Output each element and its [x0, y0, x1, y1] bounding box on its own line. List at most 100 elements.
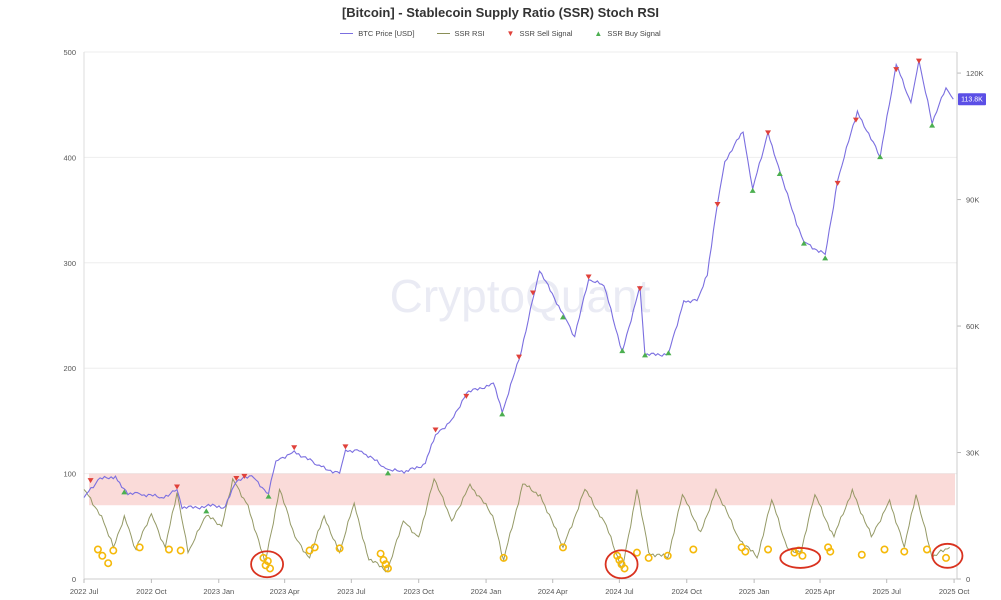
buy-signal-marker — [121, 489, 128, 495]
y-left-tick-label: 500 — [63, 48, 76, 57]
highlight-ellipses — [250, 542, 964, 580]
btc-price-line — [83, 60, 954, 510]
y-right-tick-label: 90K — [966, 196, 979, 205]
legend-item-ssr-rsi[interactable]: SSR RSI — [436, 29, 485, 38]
buy-signal-marker — [929, 122, 936, 128]
sell-signal-marker — [342, 444, 349, 450]
buy-zone-circle — [381, 560, 390, 569]
buy-zone-circle — [857, 550, 866, 559]
watermark: CryptoQuant — [390, 270, 651, 322]
sell-signal-marker — [529, 290, 536, 296]
x-tick-label: 2024 Jul — [605, 587, 634, 596]
buy-signal-marker — [384, 470, 391, 476]
triangle-down-icon: ▼ — [506, 28, 515, 38]
buy-zone-circle — [922, 545, 931, 554]
buy-signal-marker — [800, 240, 807, 246]
sell-signal-marker — [893, 67, 900, 73]
current-price-badge-bg — [958, 93, 986, 106]
buy-zone-circle — [164, 545, 173, 554]
highlight-ellipse — [604, 549, 639, 580]
buy-zone-circle — [632, 548, 641, 557]
buy-zone-circle — [135, 543, 144, 552]
x-tick-label: 2025 Oct — [939, 587, 970, 596]
y-right-tick-label: 30K — [966, 449, 979, 458]
highlight-ellipse — [250, 550, 284, 579]
buy-zone-circle — [499, 553, 508, 562]
sell-signal-marker — [714, 201, 721, 207]
sell-signal-marker — [852, 117, 859, 123]
buy-zone-circle — [266, 564, 275, 573]
buy-zone-circle — [942, 553, 951, 562]
buy-zone-circle — [310, 543, 319, 552]
legend-label-ssr-rsi: SSR RSI — [454, 29, 485, 38]
y-left-tick-label: 200 — [63, 364, 76, 373]
sell-signal-marker — [636, 286, 643, 292]
buy-signal-marker — [749, 187, 756, 193]
buy-zone-circle — [558, 543, 567, 552]
x-tick-label: 2025 Jul — [873, 587, 902, 596]
sell-signal-marker — [834, 180, 841, 186]
buy-zone-circle — [379, 556, 388, 565]
legend-label-sell-signal: SSR Sell Signal — [519, 29, 573, 38]
sell-signal-marker — [432, 427, 439, 433]
legend-item-btc-price[interactable]: BTC Price [USD] — [340, 29, 415, 38]
triangle-up-icon: ▲ — [594, 28, 603, 38]
buy-zone-circle — [383, 564, 392, 573]
buy-zone-circle — [824, 543, 833, 552]
x-tick-label: 2022 Oct — [136, 587, 167, 596]
overbought-band — [89, 473, 955, 506]
buy-zone-circle — [109, 546, 118, 555]
buy-zone-circle — [376, 549, 385, 558]
x-tick-label: 2025 Jan — [739, 587, 770, 596]
buy-zone-circle — [620, 564, 629, 573]
buy-zone-circle — [764, 545, 773, 554]
buy-zone-circle — [98, 551, 107, 560]
buy-zone-circle — [104, 559, 113, 568]
current-price-badge: 113.8K — [958, 93, 986, 106]
x-tick-label: 2024 Jan — [471, 587, 502, 596]
buy-zone-circle — [644, 553, 653, 562]
overbought-band-rect — [89, 473, 955, 506]
buy-zone-circle — [826, 547, 835, 556]
x-tick-label: 2024 Oct — [672, 587, 703, 596]
x-tick-label: 2022 Jul — [70, 587, 99, 596]
ssr-rsi-line — [83, 477, 950, 573]
buy-zone-circle — [335, 544, 344, 553]
x-tick-label: 2025 Apr — [805, 587, 836, 596]
sell-signal-marker — [241, 473, 248, 479]
y-right-tick-label: 0 — [966, 575, 970, 584]
legend-swatch-btc-price — [340, 32, 354, 35]
x-tick-label: 2023 Apr — [270, 587, 301, 596]
sell-signal-marker — [585, 274, 592, 280]
y-right-tick-label: 60K — [966, 322, 979, 331]
sell-signal-marker — [174, 484, 181, 490]
legend-item-sell-signal[interactable]: ▼ SSR Sell Signal — [507, 29, 573, 38]
sell-signal-marker — [463, 393, 470, 399]
buy-zone-circle — [663, 551, 672, 560]
chart-title: [Bitcoin] - Stablecoin Supply Ratio (SSR… — [341, 5, 660, 20]
buy-zone-circles — [93, 543, 951, 573]
ssr-rsi-series — [83, 477, 950, 573]
buy-zone-circle — [263, 557, 272, 566]
buy-zone-circle — [880, 545, 889, 554]
buy-signal-marker — [665, 350, 672, 356]
sell-signal-marker — [291, 445, 298, 451]
buy-zone-circle — [93, 545, 102, 554]
btc-price-series — [83, 60, 954, 510]
buy-zone-circle — [176, 546, 185, 555]
buy-zone-circle — [798, 551, 807, 560]
sell-signal-marker — [915, 58, 922, 64]
buy-zone-circle — [689, 545, 698, 554]
buy-signal-marker — [203, 508, 210, 514]
buy-signal-marker — [499, 411, 506, 417]
buy-signal-marker — [559, 314, 566, 320]
x-tick-label: 2023 Jan — [203, 587, 234, 596]
buy-signal-marker — [642, 352, 649, 358]
legend-label-btc-price: BTC Price [USD] — [358, 29, 415, 38]
legend-item-buy-signal[interactable]: ▲ SSR Buy Signal — [594, 29, 660, 38]
legend-label-buy-signal: SSR Buy Signal — [607, 29, 661, 38]
sell-signal-marker — [233, 476, 240, 482]
highlight-ellipse — [779, 547, 822, 569]
y-left-tick-label: 100 — [63, 470, 76, 479]
